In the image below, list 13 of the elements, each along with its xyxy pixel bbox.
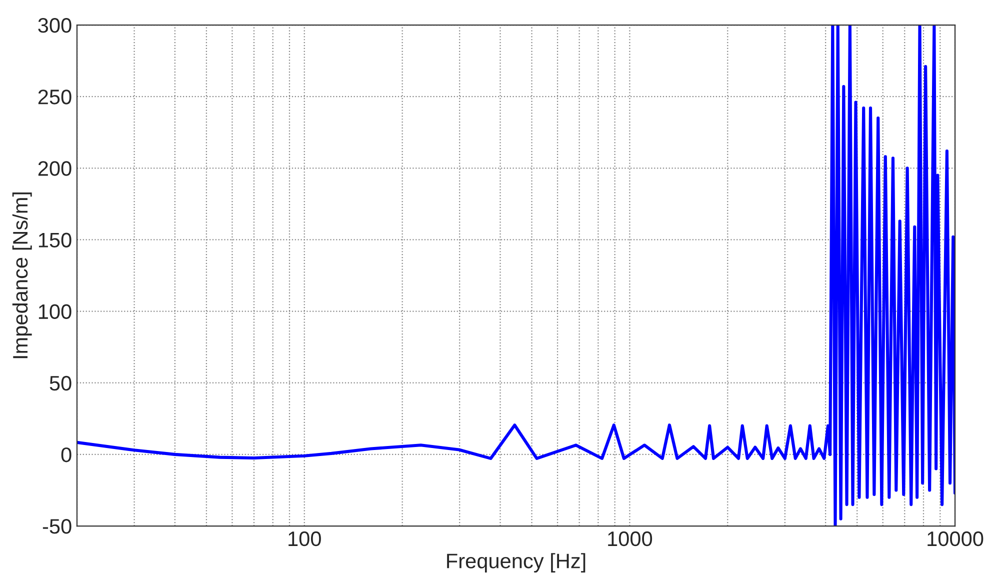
x-tick-label: 10000: [928, 531, 984, 546]
y-axis-title: Impedance [Ns/m]: [12, 192, 32, 358]
x-axis-title: Frequency [Hz]: [447, 553, 586, 572]
x-tick-label: 100: [288, 531, 321, 546]
y-tick-label: 0: [61, 447, 72, 462]
y-tick-label: 200: [38, 161, 72, 176]
y-tick-label: 100: [38, 304, 72, 320]
x-tick-label: 1000: [608, 531, 652, 546]
y-tick-label: 50: [50, 376, 72, 391]
y-tick-label: 150: [38, 232, 72, 248]
y-tick-label: 300: [38, 18, 72, 33]
y-tick-label: 250: [38, 90, 72, 104]
y-tick-label: -50: [42, 519, 72, 534]
